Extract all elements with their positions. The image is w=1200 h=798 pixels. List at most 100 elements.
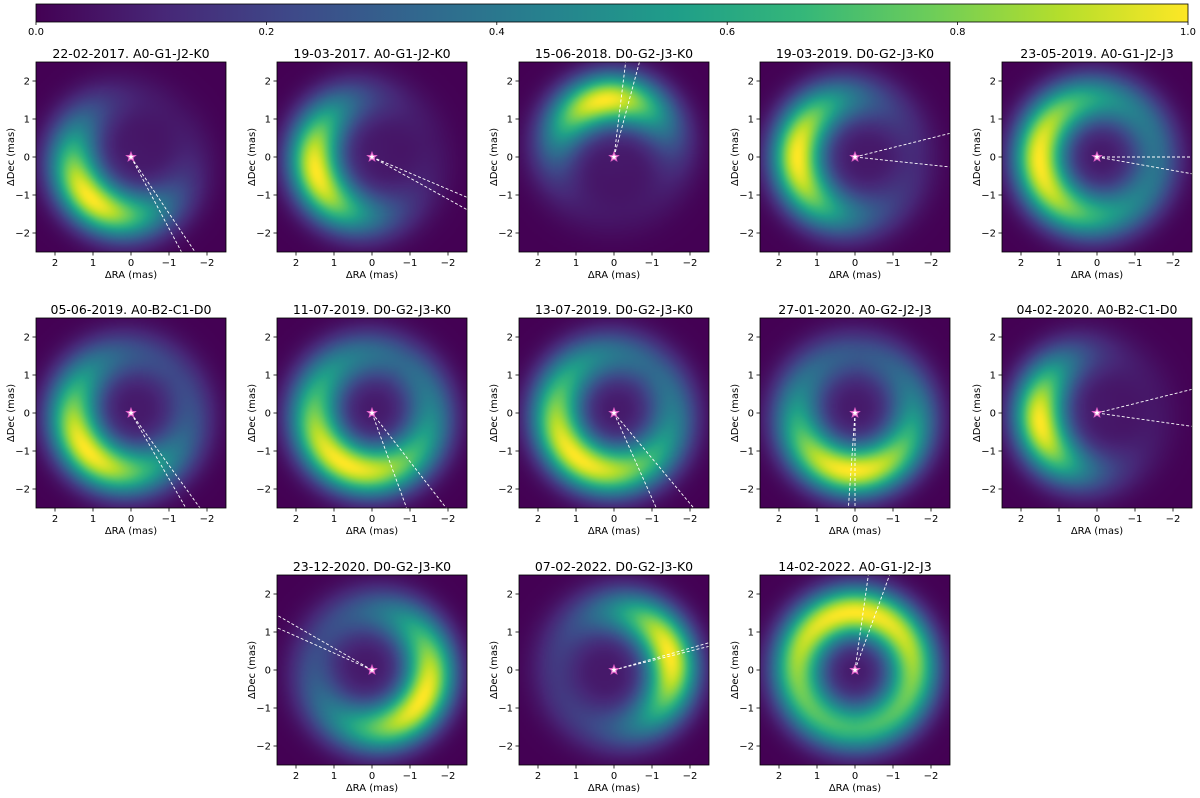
- panel-title: 19-03-2017. A0-G1-J2-K0: [293, 46, 450, 61]
- y-tick-label: 2: [24, 77, 30, 88]
- x-tick-label: 1: [90, 514, 96, 525]
- baseline-direction-line: [854, 575, 891, 671]
- y-tick-label: −1: [15, 191, 30, 202]
- y-tick-label: 2: [265, 590, 271, 601]
- x-tick-label: 2: [535, 514, 541, 525]
- baseline-direction-line: [854, 575, 869, 671]
- x-tick-label: 2: [52, 258, 58, 269]
- x-tick-label: 2: [52, 514, 58, 525]
- x-tick-label: −2: [924, 258, 939, 269]
- y-tick-label: 1: [748, 628, 754, 639]
- baseline-direction-line: [277, 614, 373, 671]
- star-marker: [366, 150, 378, 162]
- x-tick-label: 1: [814, 258, 820, 269]
- y-tick-label: −1: [981, 191, 996, 202]
- x-tick-label: 1: [331, 258, 337, 269]
- x-tick-label: −2: [683, 771, 698, 782]
- panel-title: 11-07-2019. D0-G2-J3-K0: [293, 302, 451, 317]
- y-tick-label: 1: [507, 628, 513, 639]
- baseline-direction-line: [854, 156, 950, 168]
- panel-title: 05-06-2019. A0-B2-C1-D0: [51, 302, 212, 317]
- y-tick-label: 1: [24, 115, 30, 126]
- y-tick-label: 2: [990, 77, 996, 88]
- panel: 13-07-2019. D0-G2-J3-K0 2 2 1 1 0 0 −1 −1 −2 −2 ΔRA…: [489, 302, 710, 537]
- y-tick-label: −1: [739, 704, 754, 715]
- baseline-direction-line: [613, 412, 695, 508]
- x-axis-label: ΔRA (mas): [1071, 526, 1123, 537]
- panel: 19-03-2017. A0-G1-J2-K0 2 2 1 1 0 0 −1 −1 −2 −2 ΔRA…: [247, 46, 468, 281]
- x-axis-label: ΔRA (mas): [588, 526, 640, 537]
- x-tick-label: 1: [573, 771, 579, 782]
- x-tick-label: −2: [1166, 514, 1181, 525]
- y-axis-label: ΔDec (mas): [6, 384, 17, 442]
- x-axis-label: ΔRA (mas): [346, 526, 398, 537]
- y-tick-label: −1: [256, 447, 271, 458]
- x-tick-label: −2: [924, 514, 939, 525]
- panel: 05-06-2019. A0-B2-C1-D0 2 2 1 1 0 0 −1 −1 −2 −2 ΔRA…: [6, 302, 227, 537]
- star-marker: [608, 150, 620, 162]
- x-tick-label: −1: [645, 771, 660, 782]
- x-tick-label: −2: [683, 514, 698, 525]
- y-tick-label: 2: [507, 77, 513, 88]
- y-tick-label: 0: [748, 153, 754, 164]
- baseline-direction-line: [613, 645, 709, 671]
- y-tick-label: 1: [507, 115, 513, 126]
- x-tick-label: 1: [814, 514, 820, 525]
- y-tick-label: −2: [981, 485, 996, 496]
- y-tick-label: 2: [265, 333, 271, 344]
- x-tick-label: 1: [331, 771, 337, 782]
- star-marker: [366, 406, 378, 418]
- panel-title: 07-02-2022. D0-G2-J3-K0: [535, 559, 693, 574]
- x-tick-label: −2: [200, 514, 215, 525]
- x-axis-label: ΔRA (mas): [105, 270, 157, 281]
- y-tick-label: −2: [498, 742, 513, 753]
- x-tick-label: 1: [1056, 258, 1062, 269]
- panel-title: 13-07-2019. D0-G2-J3-K0: [535, 302, 693, 317]
- x-tick-label: −2: [441, 258, 456, 269]
- panel: 19-03-2019. D0-G2-J3-K0 2 2 1 1 0 0 −1 −1 −2 −2 ΔRA…: [730, 46, 951, 281]
- colorbar: 0.0 0.2 0.4 0.6 0.8 1.0: [28, 3, 1196, 38]
- panel: 22-02-2017. A0-G1-J2-K0 2 2 1 1 0 0 −1 −1 −2 −2 ΔRA…: [6, 46, 227, 281]
- colorbar-tick-label: 1.0: [1180, 27, 1196, 38]
- y-axis-label: ΔDec (mas): [489, 384, 500, 442]
- y-tick-label: 0: [265, 409, 271, 420]
- y-tick-label: 1: [748, 371, 754, 382]
- baseline-direction-line: [130, 156, 183, 252]
- x-tick-label: −1: [1128, 514, 1143, 525]
- x-tick-label: 2: [1018, 514, 1024, 525]
- baseline-direction-line: [613, 62, 627, 158]
- y-tick-label: 0: [507, 409, 513, 420]
- x-tick-label: 0: [611, 514, 617, 525]
- y-tick-label: 1: [24, 371, 30, 382]
- x-tick-label: 0: [852, 771, 858, 782]
- y-axis-label: ΔDec (mas): [730, 641, 741, 699]
- x-tick-label: −1: [886, 258, 901, 269]
- y-tick-label: 1: [748, 115, 754, 126]
- x-tick-label: 1: [1056, 514, 1062, 525]
- panel: 23-05-2019. A0-G1-J2-J3 2 2 1 1 0 0 −1 −1 −2 −2 ΔRA…: [972, 46, 1193, 281]
- y-tick-label: −1: [256, 704, 271, 715]
- star-marker: [608, 406, 620, 418]
- baseline-direction-line: [854, 132, 950, 158]
- y-tick-label: −1: [498, 704, 513, 715]
- x-tick-label: −1: [886, 771, 901, 782]
- y-tick-label: 1: [507, 371, 513, 382]
- y-tick-label: −1: [256, 191, 271, 202]
- y-axis-label: ΔDec (mas): [972, 384, 983, 442]
- baseline-direction-line: [1096, 412, 1192, 427]
- baseline-direction-line: [613, 62, 640, 158]
- x-tick-label: 0: [852, 514, 858, 525]
- panel: 11-07-2019. D0-G2-J3-K0 2 2 1 1 0 0 −1 −1 −2 −2 ΔRA…: [247, 302, 468, 537]
- star-marker: [125, 406, 137, 418]
- panel-title: 19-03-2019. D0-G2-J3-K0: [776, 46, 934, 61]
- panel-title: 04-02-2020. A0-B2-C1-D0: [1017, 302, 1178, 317]
- x-tick-label: −1: [403, 771, 418, 782]
- star-marker: [608, 663, 620, 675]
- y-tick-label: 1: [990, 115, 996, 126]
- panel-title: 14-02-2022. A0-G1-J2-J3: [778, 559, 931, 574]
- x-tick-label: 0: [611, 258, 617, 269]
- x-axis-label: ΔRA (mas): [588, 270, 640, 281]
- x-tick-label: 2: [535, 258, 541, 269]
- y-tick-label: 1: [990, 371, 996, 382]
- y-tick-label: −1: [981, 447, 996, 458]
